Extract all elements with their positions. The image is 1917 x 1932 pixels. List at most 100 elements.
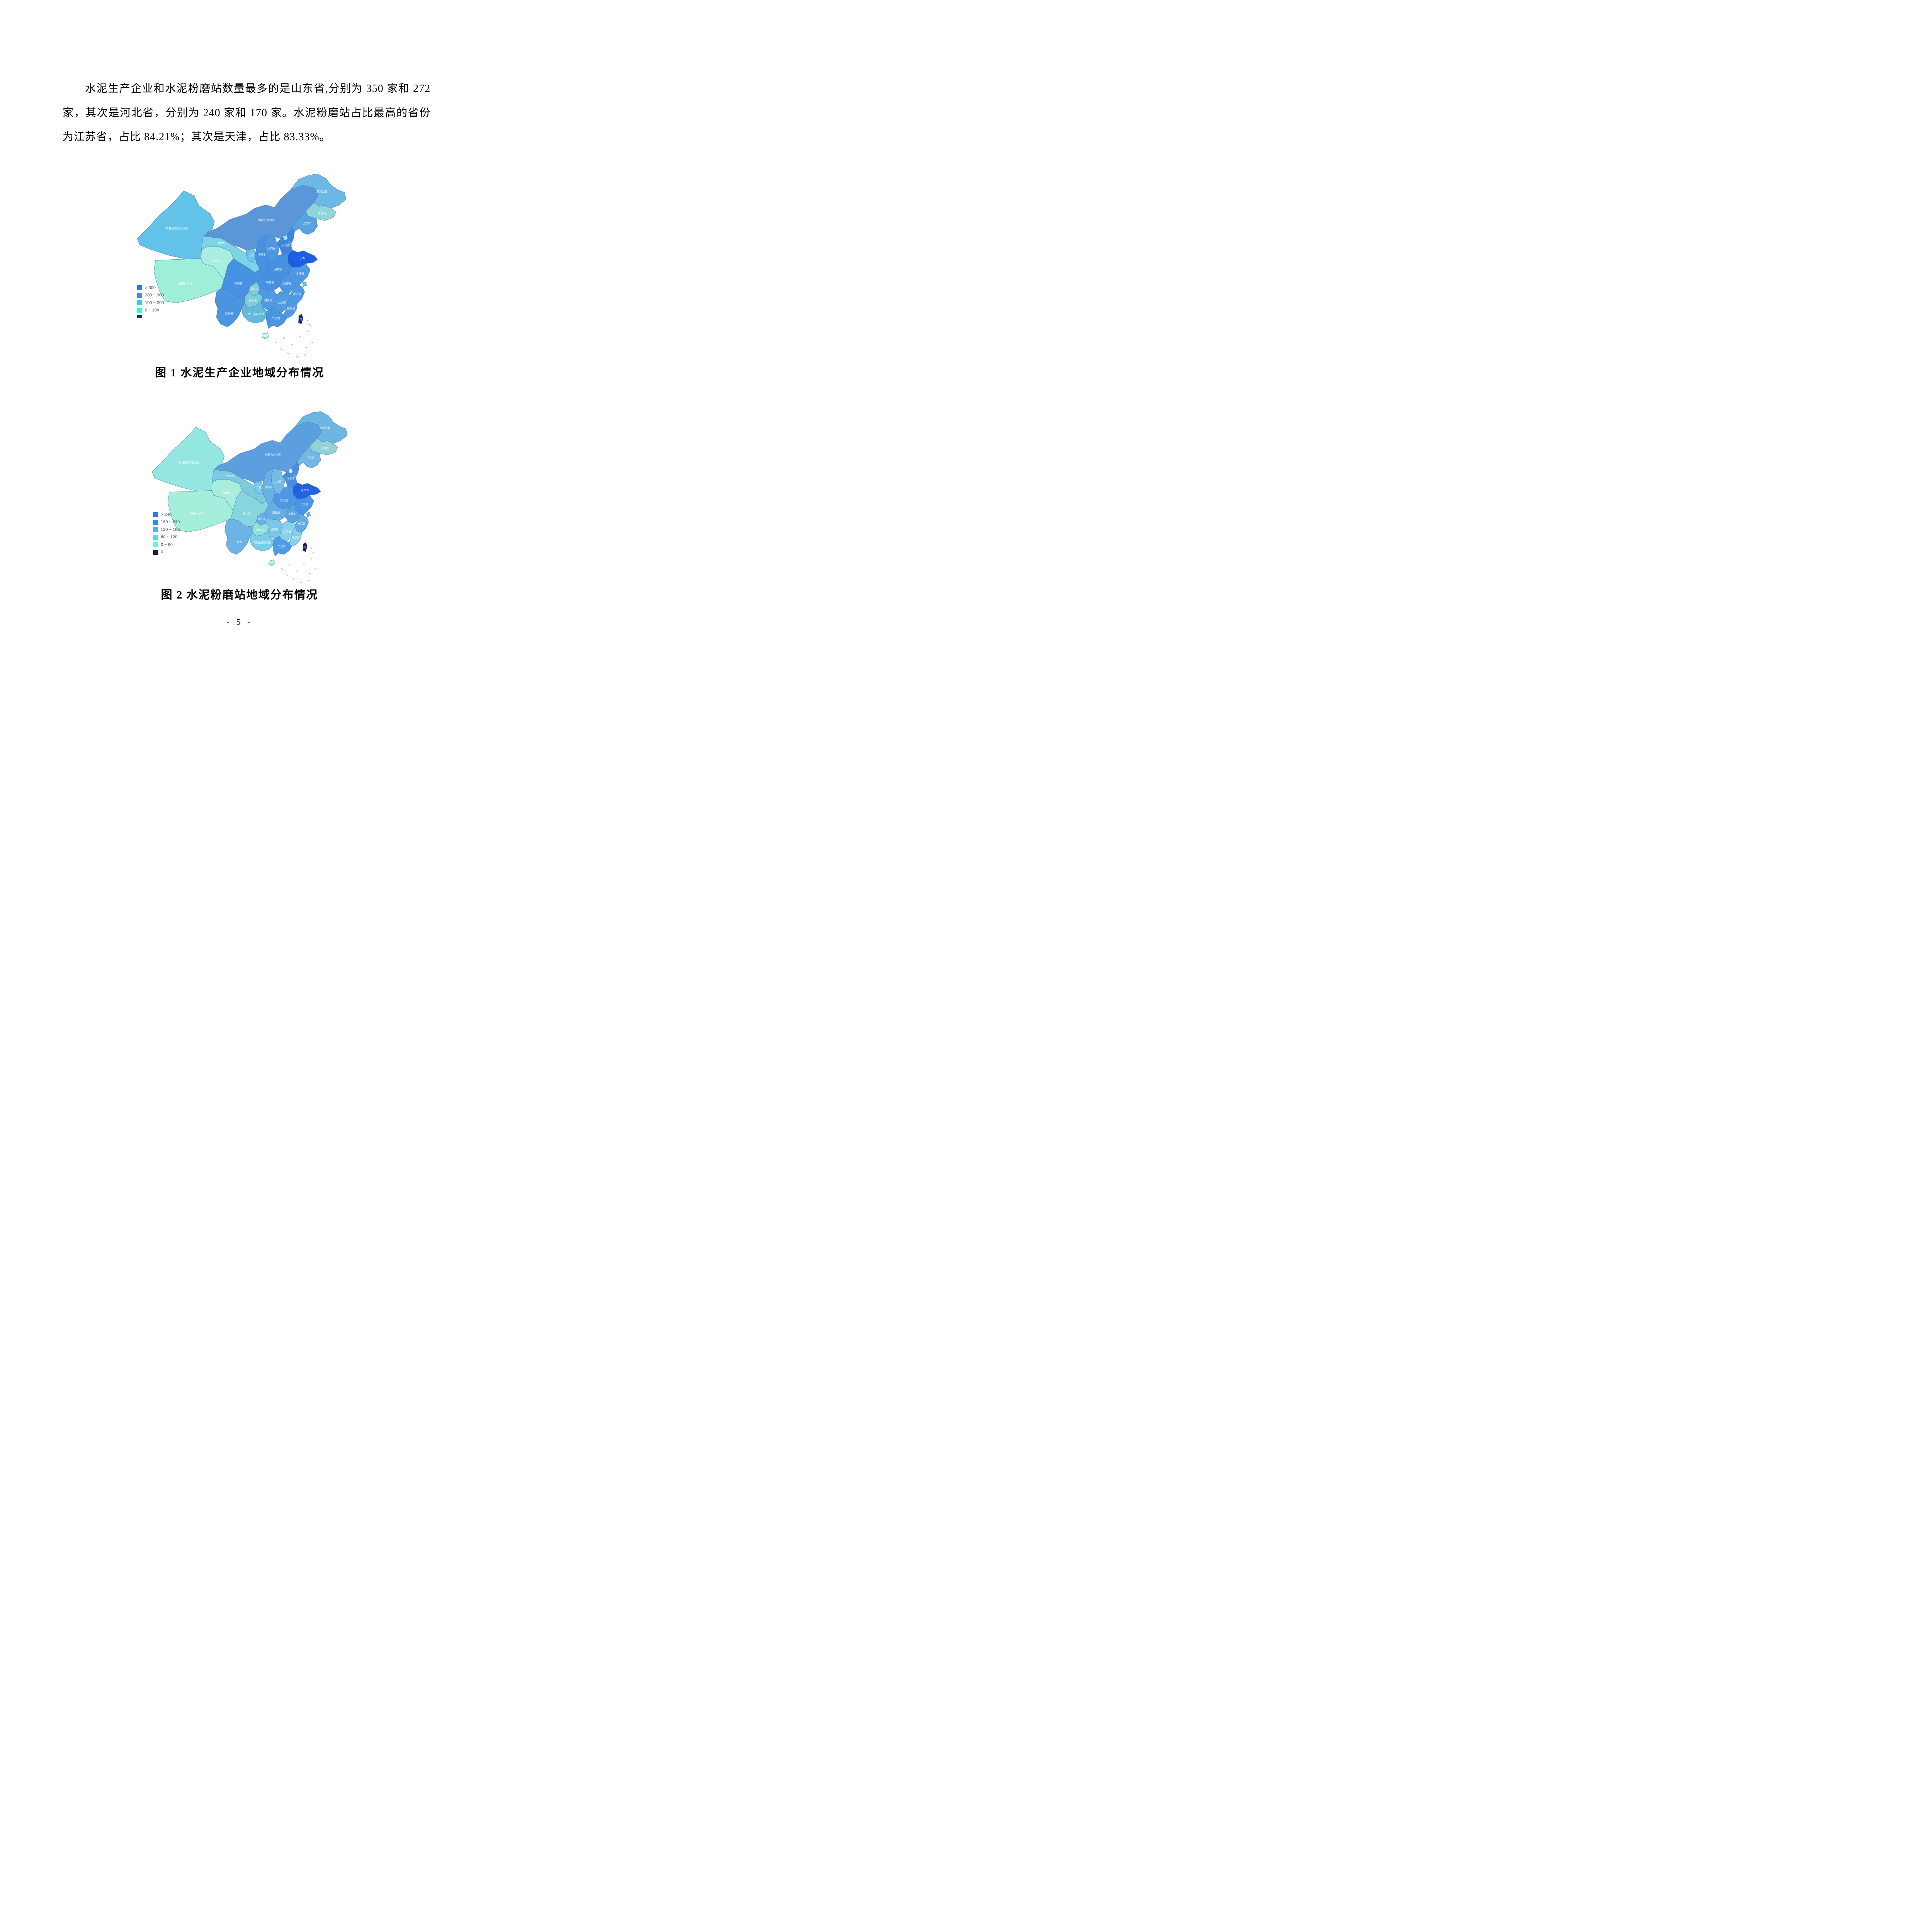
legend-item-2: 120 ~ 180 (153, 527, 180, 532)
province-beijing (288, 468, 293, 474)
province-label-shanxi: 山西省 (274, 480, 282, 483)
province-label-shanxi: 山西省 (267, 247, 276, 250)
sea-island-mark (310, 547, 312, 549)
province-label-chongqing: 重庆市 (250, 287, 259, 291)
province-label-shandong: 山东省 (301, 488, 309, 492)
legend-item-0: > 240 (153, 512, 180, 517)
province-fujian (289, 527, 302, 547)
province-label-anhui: 安徽省 (288, 512, 296, 515)
province-label-guizhou: 贵州省 (256, 528, 264, 532)
province-liaoning (292, 211, 318, 235)
body-paragraph: 水泥生产企业和水泥粉磨站数量最多的是山东省,分别为 350 家和 272 家，其… (63, 77, 430, 150)
legend-swatch (153, 549, 158, 555)
figure-1-legend: > 300 200 ~ 300 100 ~ 200 0 ~ 100 (137, 285, 164, 318)
province-label-sichuan: 四川省 (234, 282, 243, 285)
province-hainan (268, 560, 276, 566)
province-label-neimenggu: 内蒙古自治区 (258, 218, 275, 222)
province-beijing (282, 235, 288, 241)
province-label-anhui: 安徽省 (282, 282, 291, 285)
sea-island-mark (298, 335, 301, 338)
province-label-jiangsu: 江苏省 (300, 503, 308, 506)
province-xinjiang (137, 190, 215, 260)
legend-swatch (153, 527, 158, 532)
province-label-jiangxi: 江西省 (283, 530, 291, 533)
province-guangdong (266, 307, 287, 329)
sea-island-mark (308, 580, 310, 582)
province-taiwan (298, 314, 304, 325)
legend-label: 200 ~ 300 (145, 293, 164, 298)
legend-label: 120 ~ 180 (161, 527, 180, 532)
sea-island-mark (303, 354, 306, 356)
sea-island-mark (303, 562, 305, 565)
province-label-shandong: 山东省 (296, 257, 305, 260)
province-label-qinghai: 青海省 (223, 491, 231, 495)
province-ningxia (254, 481, 264, 495)
figure-1-cement-producers-map: 新疆维吾尔自治区 西藏自治区 青海省 甘肃省 内蒙古自治区 黑龙江省 吉林省 辽宁省 河北省 山西… (135, 161, 348, 361)
legend-swatch (153, 512, 158, 517)
province-ningxia (246, 248, 257, 263)
province-tianjin (287, 240, 292, 246)
sea-island-mark (296, 570, 298, 572)
sea-island-mark (300, 581, 303, 583)
legend-item-4: 0 ~ 60 (153, 542, 180, 547)
province-label-fujian: 福建省 (287, 307, 295, 310)
legend-label: > 300 (145, 285, 156, 290)
paragraph-line-3: 为江苏省，占比 84.21%；其次是天津，占比 83.33%。 (63, 131, 331, 143)
legend-swatch (153, 534, 158, 540)
sea-island-mark (291, 344, 293, 345)
legend-item-1: 180 ~ 240 (153, 519, 180, 525)
sea-island-mark (288, 563, 290, 566)
province-label-fujian: 福建省 (292, 536, 300, 539)
document-page: 水泥生产企业和水泥粉磨站数量最多的是山东省,分别为 350 家和 272 家，其… (0, 0, 479, 678)
province-label-zhejiang: 浙江省 (293, 292, 301, 296)
province-label-shaanxi: 陕西省 (265, 485, 273, 489)
province-fujian (283, 297, 298, 319)
province-hainan (262, 332, 269, 339)
figure-2-caption: 图 2 水泥粉磨站地域分布情况 (161, 589, 318, 601)
figure-1-caption: 图 1 水泥生产企业地域分布情况 (155, 367, 324, 379)
legend-label: 0 ~ 100 (145, 308, 160, 313)
sea-island-mark (281, 568, 283, 570)
province-label-shaanxi: 陕西省 (258, 253, 266, 257)
sea-island-mark (306, 319, 308, 321)
province-label-zhejiang: 浙江省 (298, 522, 306, 526)
paragraph-line-1: 水泥生产企业和水泥粉磨站数量最多的是山东省,分别为 350 家和 272 (85, 83, 430, 95)
province-liaoning (297, 446, 321, 468)
province-label-hebei: 河北省 (281, 243, 290, 247)
legend-label: 60 ~ 120 (161, 535, 178, 539)
sea-island-mark (310, 558, 313, 560)
province-label-guangxi: 广西壮族自治区 (253, 541, 271, 544)
province-xinjiang (152, 427, 225, 492)
legend-item-0: > 300 (137, 285, 164, 290)
province-label-ningxia: 宁夏 (256, 485, 261, 489)
figure-2-grinding-stations-map: 新疆维吾尔自治区 西藏自治区 青海省 甘肃省 内蒙古自治区 黑龙江省 吉林省 辽宁省 河北省 山西… (150, 398, 349, 588)
province-label-hunan: 湖南省 (270, 528, 279, 531)
sea-island-mark (306, 330, 309, 333)
province-label-hubei: 湖北省 (266, 281, 274, 284)
province-tianjin (293, 473, 297, 479)
legend-label: 0 (161, 550, 163, 554)
province-label-liaoning: 辽宁省 (306, 456, 315, 459)
province-label-taiwan: 台湾省 (301, 546, 310, 549)
sea-island-mark (308, 323, 311, 326)
province-label-henan: 河南省 (274, 268, 282, 271)
province-jiangsu (294, 495, 314, 515)
sea-island-mark (311, 342, 313, 344)
province-shanghai (306, 512, 311, 517)
province-label-heilongjiang: 黑龙江省 (316, 190, 328, 193)
province-hebei (282, 461, 299, 488)
province-label-yunnan: 云南省 (225, 312, 233, 315)
legend-item-5: 0 (153, 549, 180, 555)
legend-label: 0 ~ 60 (161, 542, 173, 547)
province-label-yunnan: 云南省 (234, 540, 242, 544)
sea-island-mark (314, 568, 317, 570)
province-label-chongqing: 重庆市 (258, 517, 266, 520)
province-label-xizang: 西藏自治区 (178, 282, 192, 285)
province-taiwan (303, 542, 308, 552)
province-label-taiwan: 台湾省 (297, 318, 305, 321)
province-yunnan (225, 519, 253, 555)
sea-island-mark (304, 347, 307, 348)
province-jiangsu (289, 263, 311, 285)
province-hebei (276, 228, 295, 255)
province-heilongjiang (295, 411, 348, 444)
